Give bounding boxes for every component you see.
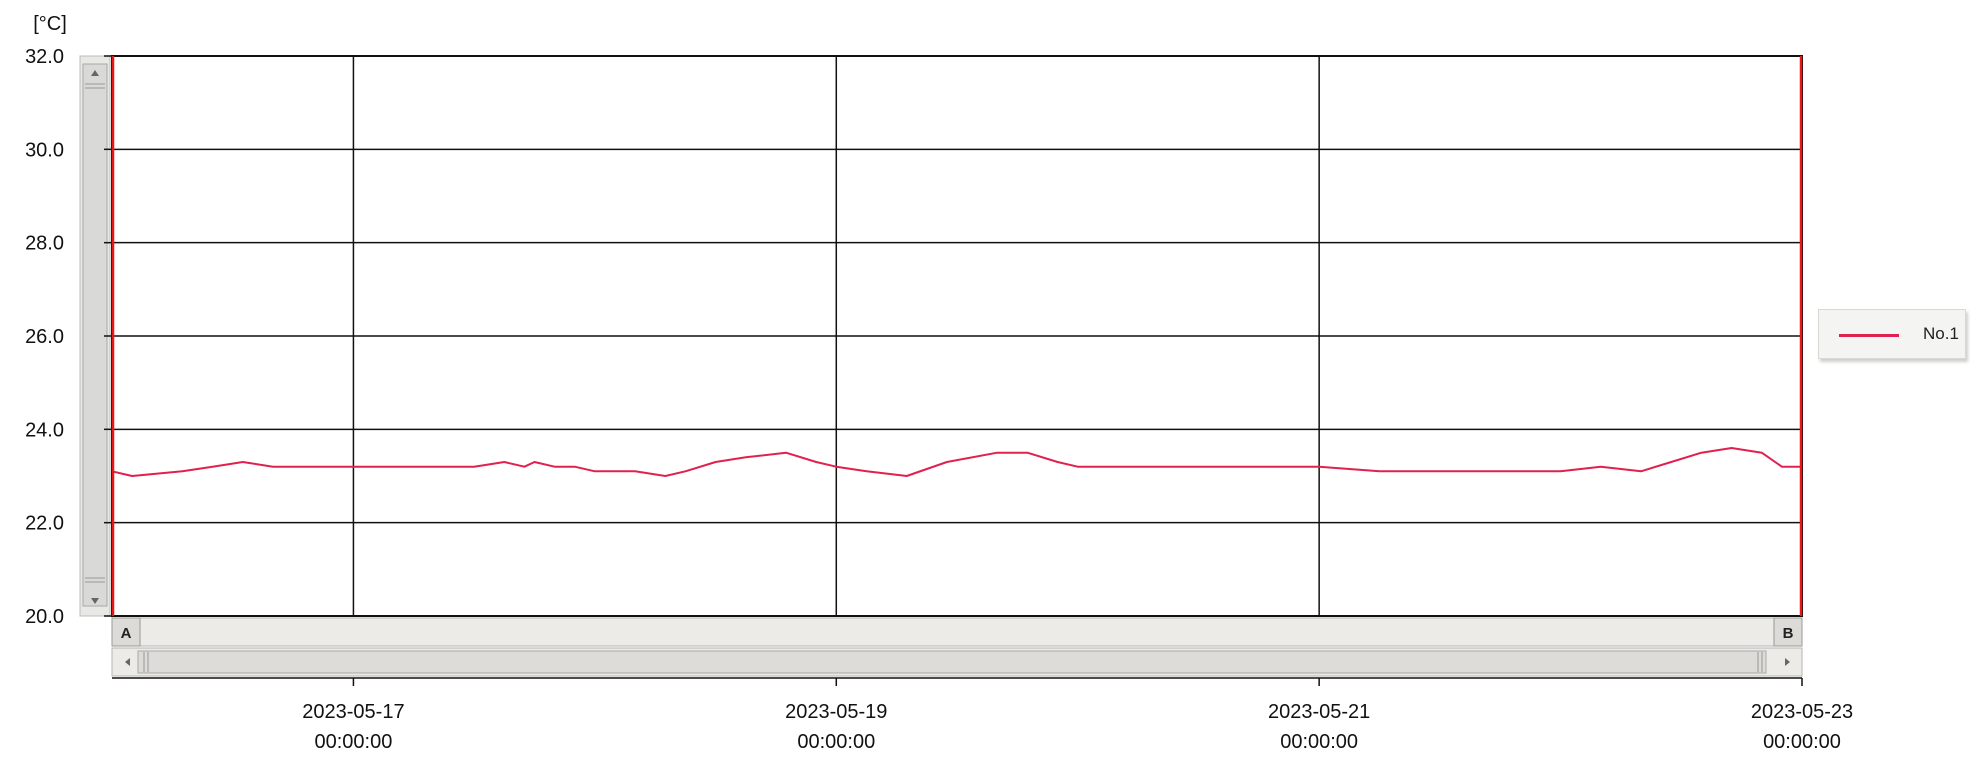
scroll-down-arrow-icon[interactable]: [91, 598, 99, 604]
horizontal-scrollbar[interactable]: [111, 647, 1803, 677]
x-tick-date-label: 2023-05-21: [1268, 701, 1370, 723]
x-axis-ticks: 2023-05-17 00:00:00 2023-05-19 00:00:00 2023…: [302, 678, 1853, 753]
x-tick-date-label: 2023-05-17: [302, 701, 404, 723]
x-tick-time-label: 00:00:00: [797, 731, 875, 753]
scroll-up-arrow-icon[interactable]: [91, 70, 99, 76]
x-tick-time-label: 00:00:00: [1763, 731, 1841, 753]
y-tick-label: 30.0: [25, 139, 64, 161]
cursor-bar: A B: [111, 617, 1803, 647]
cursor-a-label: A: [121, 625, 132, 642]
cursor-b-label: B: [1783, 625, 1794, 642]
vertical-scroll-thumb[interactable]: [82, 63, 108, 607]
y-tick-label: 24.0: [25, 419, 64, 441]
y-axis-ticks: 32.0 30.0 28.0 26.0 24.0 22.0 20.0: [25, 46, 112, 628]
y-tick-label: 20.0: [25, 606, 64, 628]
series-layer: [111, 447, 1802, 477]
legend-label-no1: No.1: [1923, 324, 1959, 343]
x-tick-time-label: 00:00:00: [1280, 731, 1358, 753]
scroll-left-arrow-icon[interactable]: [125, 658, 130, 666]
y-tick-label: 28.0: [25, 233, 64, 255]
cursor-a-handle[interactable]: [111, 617, 141, 647]
grid-lines: [112, 55, 1803, 617]
y-tick-label: 22.0: [25, 513, 64, 535]
x-tick-date-label: 2023-05-19: [785, 701, 887, 723]
y-axis-unit-label: [°C]: [33, 13, 67, 35]
x-tick-date-label: 2023-05-23: [1751, 701, 1853, 723]
y-tick-label: 32.0: [25, 46, 64, 68]
legend: No.1: [1818, 309, 1966, 359]
horizontal-scroll-thumb[interactable]: [137, 650, 1767, 674]
cursor-b-handle[interactable]: [1773, 617, 1803, 647]
y-tick-label: 26.0: [25, 326, 64, 348]
series-line-no1: [111, 447, 1802, 477]
x-tick-time-label: 00:00:00: [314, 731, 392, 753]
legend-swatch-no1: [1839, 334, 1899, 337]
scroll-right-arrow-icon[interactable]: [1785, 658, 1790, 666]
